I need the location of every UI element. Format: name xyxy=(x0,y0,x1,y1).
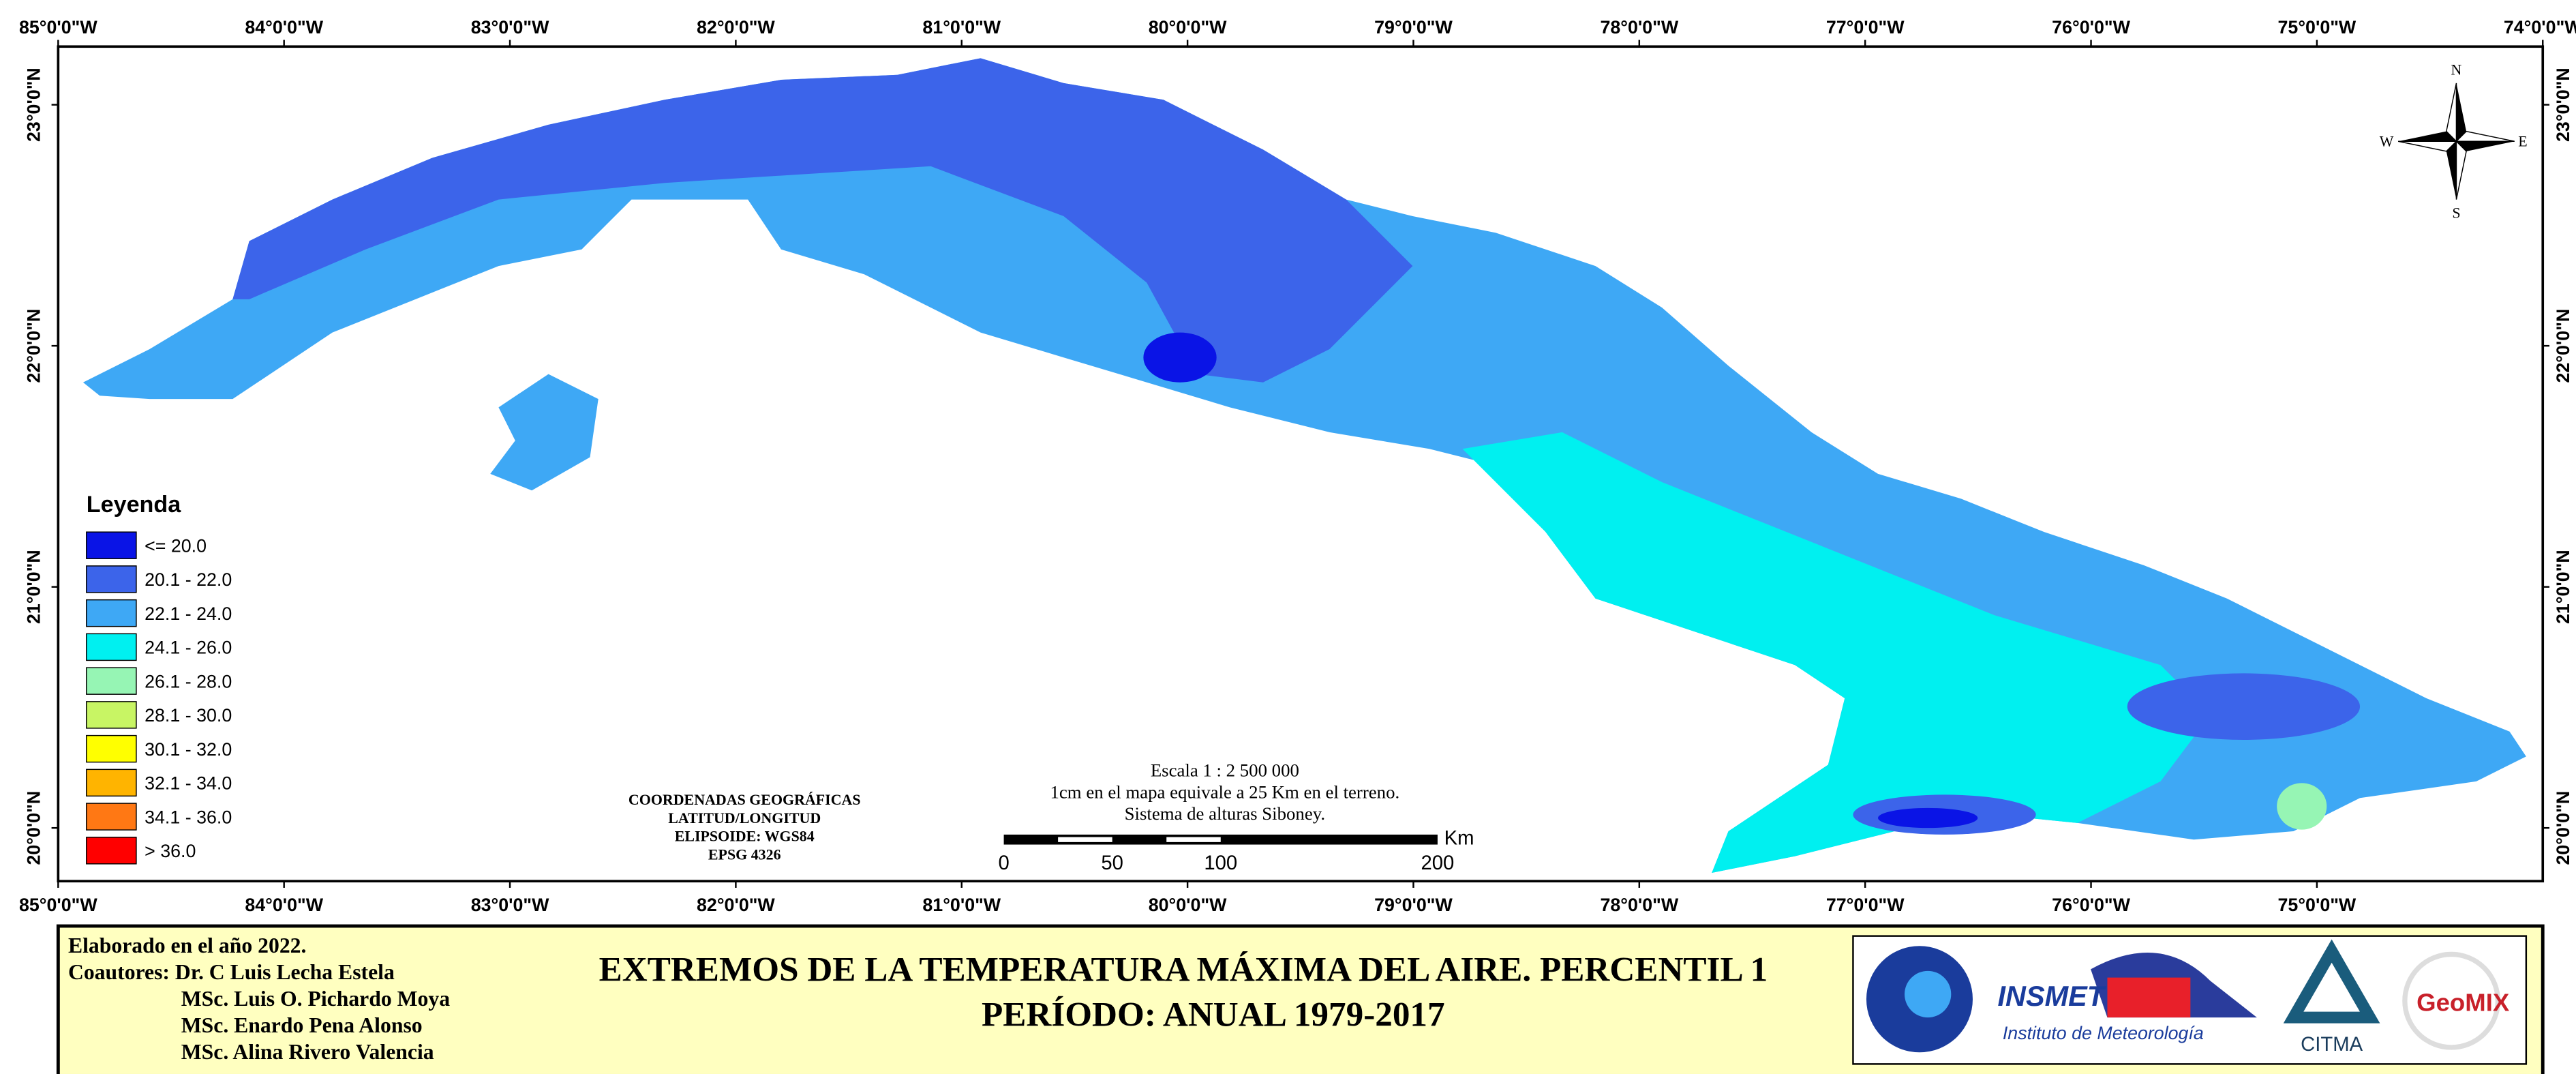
scale-text: 1cm en el mapa equivale a 25 Km en el te… xyxy=(1050,781,1400,802)
legend-label: 26.1 - 28.0 xyxy=(145,671,232,691)
lon-label-top: 81°0'0"W xyxy=(922,17,1001,38)
logo-meteo-swirl xyxy=(1905,970,1952,1018)
legend-swatch xyxy=(86,803,137,831)
lon-label-top: 80°0'0"W xyxy=(1149,17,1227,38)
scale-text: Escala 1 : 2 500 000 xyxy=(1151,760,1299,781)
compass-n: N xyxy=(2451,61,2462,78)
legend-swatch xyxy=(86,701,137,729)
lat-label-left: 21°0'0"N xyxy=(24,550,44,624)
legend-swatch xyxy=(86,633,137,661)
legend-label: 28.1 - 30.0 xyxy=(145,705,232,726)
credit-line: MSc. Luis O. Pichardo Moya xyxy=(181,987,450,1011)
lat-label-left: 20°0'0"N xyxy=(24,791,44,865)
lon-label-bottom: 80°0'0"W xyxy=(1149,895,1227,915)
zone-26-28 xyxy=(2277,783,2327,830)
compass: N S E W xyxy=(2380,61,2528,222)
legend-label: > 36.0 xyxy=(145,841,196,861)
scale-bar-seg xyxy=(1058,837,1112,842)
legend-label: 30.1 - 32.0 xyxy=(145,739,232,760)
logo-citma: CITMA xyxy=(2301,1034,2363,1056)
logo-insmet-sub: Instituto de Meteorología xyxy=(2003,1023,2204,1043)
legend-label: 22.1 - 24.0 xyxy=(145,603,232,624)
scale-text: Sistema de alturas Siboney. xyxy=(1125,803,1325,824)
lon-label-top: 82°0'0"W xyxy=(697,17,775,38)
legend-label: 20.1 - 22.0 xyxy=(145,569,232,590)
zone-20-22 xyxy=(232,58,1413,383)
scale-label: 50 xyxy=(1101,852,1123,874)
scale-label: 100 xyxy=(1204,852,1237,874)
lon-label-top: 78°0'0"W xyxy=(1600,17,1678,38)
lon-label-bottom: 81°0'0"W xyxy=(922,895,1001,915)
legend-swatch xyxy=(86,734,137,763)
legend-swatch xyxy=(86,599,137,627)
lon-label-bottom: 75°0'0"W xyxy=(2278,895,2357,915)
lon-label-bottom: 76°0'0"W xyxy=(2052,895,2130,915)
scale-bar-seg xyxy=(1166,837,1221,842)
credit-line: MSc. Alina Rivero Valencia xyxy=(181,1040,434,1064)
legend-swatch xyxy=(86,769,137,797)
coords-line: COORDENADAS GEOGRÁFICAS xyxy=(628,791,861,808)
legend-label: 32.1 - 34.0 xyxy=(145,773,232,794)
legend-label: 24.1 - 26.0 xyxy=(145,638,232,658)
lon-label-bottom: 84°0'0"W xyxy=(245,895,323,915)
scale-label: 0 xyxy=(998,852,1009,874)
cuba-map xyxy=(82,58,2526,873)
compass-s: S xyxy=(2452,204,2460,221)
credit-line: Coautores: Dr. C Luis Lecha Estela xyxy=(68,960,395,984)
lat-label-left: 23°0'0"N xyxy=(24,68,44,142)
zone-24-26 xyxy=(1462,432,2211,873)
coords-line: EPSG 4326 xyxy=(708,846,781,863)
lon-label-top: 77°0'0"W xyxy=(1826,17,1905,38)
lon-label-bottom: 78°0'0"W xyxy=(1600,895,1678,915)
legend-label: 34.1 - 36.0 xyxy=(145,807,232,827)
compass-w: W xyxy=(2380,133,2394,150)
lon-label-top: 85°0'0"W xyxy=(19,17,97,38)
lat-label-right: 20°0'0"N xyxy=(2553,791,2573,865)
lon-label-bottom: 83°0'0"W xyxy=(471,895,549,915)
logo-geomix: GeoMIX xyxy=(2416,988,2510,1016)
lon-label-top: 76°0'0"W xyxy=(2052,17,2130,38)
scale-label: 200 xyxy=(1421,852,1455,874)
scale-unit: Km xyxy=(1444,828,1474,850)
lat-label-right: 21°0'0"N xyxy=(2553,550,2573,624)
lon-label-top: 83°0'0"W xyxy=(471,17,549,38)
legend-title: Leyenda xyxy=(87,492,181,518)
logo-citma-shape xyxy=(2283,939,2380,1024)
zone-mountains-east xyxy=(2127,673,2361,740)
legend-swatch xyxy=(86,667,137,695)
credits: Elaborado en el año 2022. Coautores: Dr. … xyxy=(68,934,450,1064)
lat-label-right: 22°0'0"N xyxy=(2553,309,2573,383)
lon-label-top: 84°0'0"W xyxy=(245,17,323,38)
main-subtitle: PERÍODO: ANUAL 1979-2017 xyxy=(982,995,1445,1034)
lon-label-top: 75°0'0"W xyxy=(2278,17,2357,38)
coords-line: LATITUD/LONGITUD xyxy=(668,809,821,826)
lon-label-top: 79°0'0"W xyxy=(1374,17,1453,38)
logo-insmet-flag xyxy=(2107,977,2191,1018)
legend-swatch xyxy=(86,837,137,865)
legend-label: <= 20.0 xyxy=(145,535,207,556)
credit-line: Elaborado en el año 2022. xyxy=(68,934,306,957)
zone-peaks xyxy=(1878,807,1978,829)
credit-line: MSc. Enardo Pena Alonso xyxy=(181,1013,423,1037)
lat-label-left: 22°0'0"N xyxy=(24,309,44,383)
legend-swatch xyxy=(86,565,137,593)
legend-swatch xyxy=(86,531,137,559)
lon-label-bottom: 82°0'0"W xyxy=(697,895,775,915)
lon-label-top: 74°0'0"W xyxy=(2504,17,2576,38)
lon-label-bottom: 79°0'0"W xyxy=(1374,895,1453,915)
isla-juventud xyxy=(490,374,598,491)
zone-peaks-center xyxy=(1143,332,1217,383)
lon-label-bottom: 85°0'0"W xyxy=(19,895,97,915)
logo-geomix-ring xyxy=(2402,951,2501,1050)
main-title: EXTREMOS DE LA TEMPERATURA MÁXIMA DEL AI… xyxy=(599,950,1768,989)
lat-label-right: 23°0'0"N xyxy=(2553,68,2573,142)
compass-e: E xyxy=(2518,133,2527,150)
lon-label-bottom: 77°0'0"W xyxy=(1826,895,1905,915)
coords-line: ELIPSOIDE: WGS84 xyxy=(675,828,815,845)
logo-insmet: INSMET xyxy=(1998,980,2107,1012)
